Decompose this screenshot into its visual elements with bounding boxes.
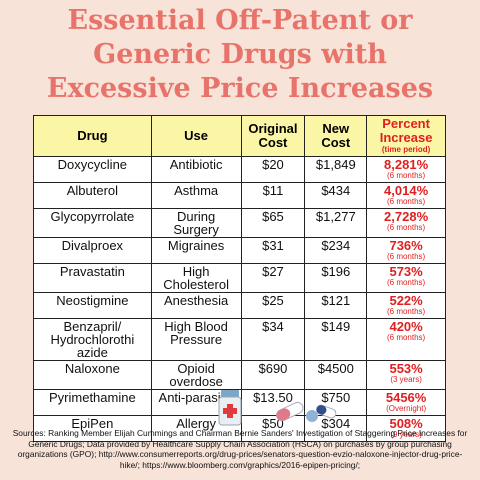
time-period: (6 months)	[386, 278, 426, 287]
percent-increase-cell: 573% (6 months)	[366, 263, 446, 293]
page-title: Essential Off-Patent or Generic Drugs wi…	[0, 4, 480, 106]
drug-cell: Pravastatin	[33, 263, 152, 293]
drug-cell: Naloxone	[33, 360, 152, 390]
header-drug: Drug	[33, 115, 152, 157]
use-cell: Antibiotic	[150, 156, 242, 183]
percent-increase-cell: 5456% (Overnight)	[366, 389, 446, 416]
drug-cell: Divalproex	[33, 237, 152, 264]
table-row: Neostigmine Anesthesia $25 $121 522% (6 month…	[33, 292, 446, 319]
use-cell: Migraines	[150, 237, 242, 264]
header-percent-label: Percent Increase	[379, 116, 433, 145]
percent-increase-cell: 420% (6 months)	[366, 318, 446, 361]
time-period: (9 years)	[390, 430, 422, 439]
header-original-cost: Original Cost	[240, 115, 306, 157]
drug-cell: Pyrimethamine	[33, 389, 152, 416]
percent-value: 2,728%	[384, 209, 429, 224]
percent-increase-cell: 736% (6 months)	[366, 237, 446, 264]
percent-increase-cell: 553% (3 years)	[366, 360, 446, 390]
original-cost-cell: $25	[240, 292, 306, 319]
time-period: (Overnight)	[386, 404, 427, 413]
new-cost-cell: $196	[304, 263, 368, 293]
percent-value: 736%	[389, 238, 423, 253]
use-cell: Asthma	[150, 182, 242, 209]
time-period: (6 months)	[386, 307, 426, 316]
percent-value: 5456%	[385, 390, 427, 405]
drug-cell: EpiPen	[33, 415, 152, 442]
use-cell: Anesthesia	[150, 292, 242, 319]
new-cost-cell: $121	[304, 292, 368, 319]
original-cost-cell: $690	[240, 360, 306, 390]
title-line-2: Generic Drugs with	[93, 39, 387, 70]
original-cost-cell: $50	[240, 415, 306, 442]
table-row: Pravastatin High Cholesterol $27 $196 573% (6…	[33, 263, 446, 293]
pills-icon	[276, 401, 337, 422]
header-new-cost: New Cost	[304, 115, 368, 157]
new-cost-cell: $434	[304, 182, 368, 209]
table-row: Doxycycline Antibiotic $20 $1,849 8,281% (6 m…	[33, 156, 446, 183]
header-percent-increase: Percent Increase (time period)	[366, 115, 446, 157]
original-cost-cell: $65	[240, 208, 306, 238]
time-period: (6 months)	[386, 223, 426, 232]
time-period: (6 months)	[386, 197, 426, 206]
table-row: Divalproex Migraines $31 $234 736% (6 months)	[33, 237, 446, 264]
use-cell: Opioid overdose	[150, 360, 242, 390]
percent-increase-cell: 4,014% (6 months)	[366, 182, 446, 209]
percent-value: 522%	[389, 293, 423, 308]
percent-value: 420%	[389, 319, 423, 334]
original-cost-cell: $31	[240, 237, 306, 264]
table-row: Naloxone Opioid overdose $690 $4500 553% (3 y…	[33, 360, 446, 390]
header-use: Use	[150, 115, 242, 157]
percent-value: 8,281%	[384, 157, 429, 172]
original-cost-cell: $11	[240, 182, 306, 209]
original-cost-cell: $34	[240, 318, 306, 361]
percent-increase-cell: 508% (9 years)	[366, 415, 446, 442]
header-time-period: (time period)	[381, 145, 431, 154]
table-header-row: Drug Use Original Cost New Cost Percent …	[33, 115, 446, 157]
table-body: Doxycycline Antibiotic $20 $1,849 8,281% (6 m…	[33, 156, 446, 442]
original-cost-cell: $20	[240, 156, 306, 183]
use-cell: High Cholesterol	[150, 263, 242, 293]
percent-increase-cell: 8,281% (6 months)	[366, 156, 446, 183]
original-cost-cell: $27	[240, 263, 306, 293]
percent-value: 508%	[389, 416, 423, 431]
table-row: Albuterol Asthma $11 $434 4,014% (6 months)	[33, 182, 446, 209]
sources-text: Sources: Ranking Member Elijah Cummings …	[12, 428, 468, 470]
table-row: Glycopyrrolate During Surgery $65 $1,277 2,7…	[33, 208, 446, 238]
drug-cell: Benzapril/ Hydrochlorothi azide	[33, 318, 152, 361]
percent-value: 4,014%	[384, 183, 429, 198]
medicine-bottle-icon	[218, 390, 242, 426]
time-period: (6 months)	[386, 333, 426, 342]
use-cell: High Blood Pressure	[150, 318, 242, 361]
title-line-1: Essential Off-Patent or	[67, 5, 413, 36]
new-cost-cell: $1,277	[304, 208, 368, 238]
percent-increase-cell: 2,728% (6 months)	[366, 208, 446, 238]
new-cost-cell: $1,849	[304, 156, 368, 183]
drug-cell: Doxycycline	[33, 156, 152, 183]
new-cost-cell: $149	[304, 318, 368, 361]
drug-cell: Glycopyrrolate	[33, 208, 152, 238]
icons-row	[0, 390, 480, 428]
time-period: (3 years)	[390, 375, 422, 384]
drug-cell: Neostigmine	[33, 292, 152, 319]
title-line-3: Excessive Price Increases	[46, 73, 434, 104]
time-period: (6 months)	[386, 171, 426, 180]
new-cost-cell: $234	[304, 237, 368, 264]
drug-cell: Albuterol	[33, 182, 152, 209]
percent-value: 553%	[389, 361, 423, 376]
new-cost-cell: $4500	[304, 360, 368, 390]
use-cell: During Surgery	[150, 208, 242, 238]
percent-value: 573%	[389, 264, 423, 279]
time-period: (6 months)	[386, 252, 426, 261]
drug-price-table: Drug Use Original Cost New Cost Percent …	[33, 115, 446, 442]
percent-increase-cell: 522% (6 months)	[366, 292, 446, 319]
table-row: Benzapril/ Hydrochlorothi azide High Bloo…	[33, 318, 446, 361]
